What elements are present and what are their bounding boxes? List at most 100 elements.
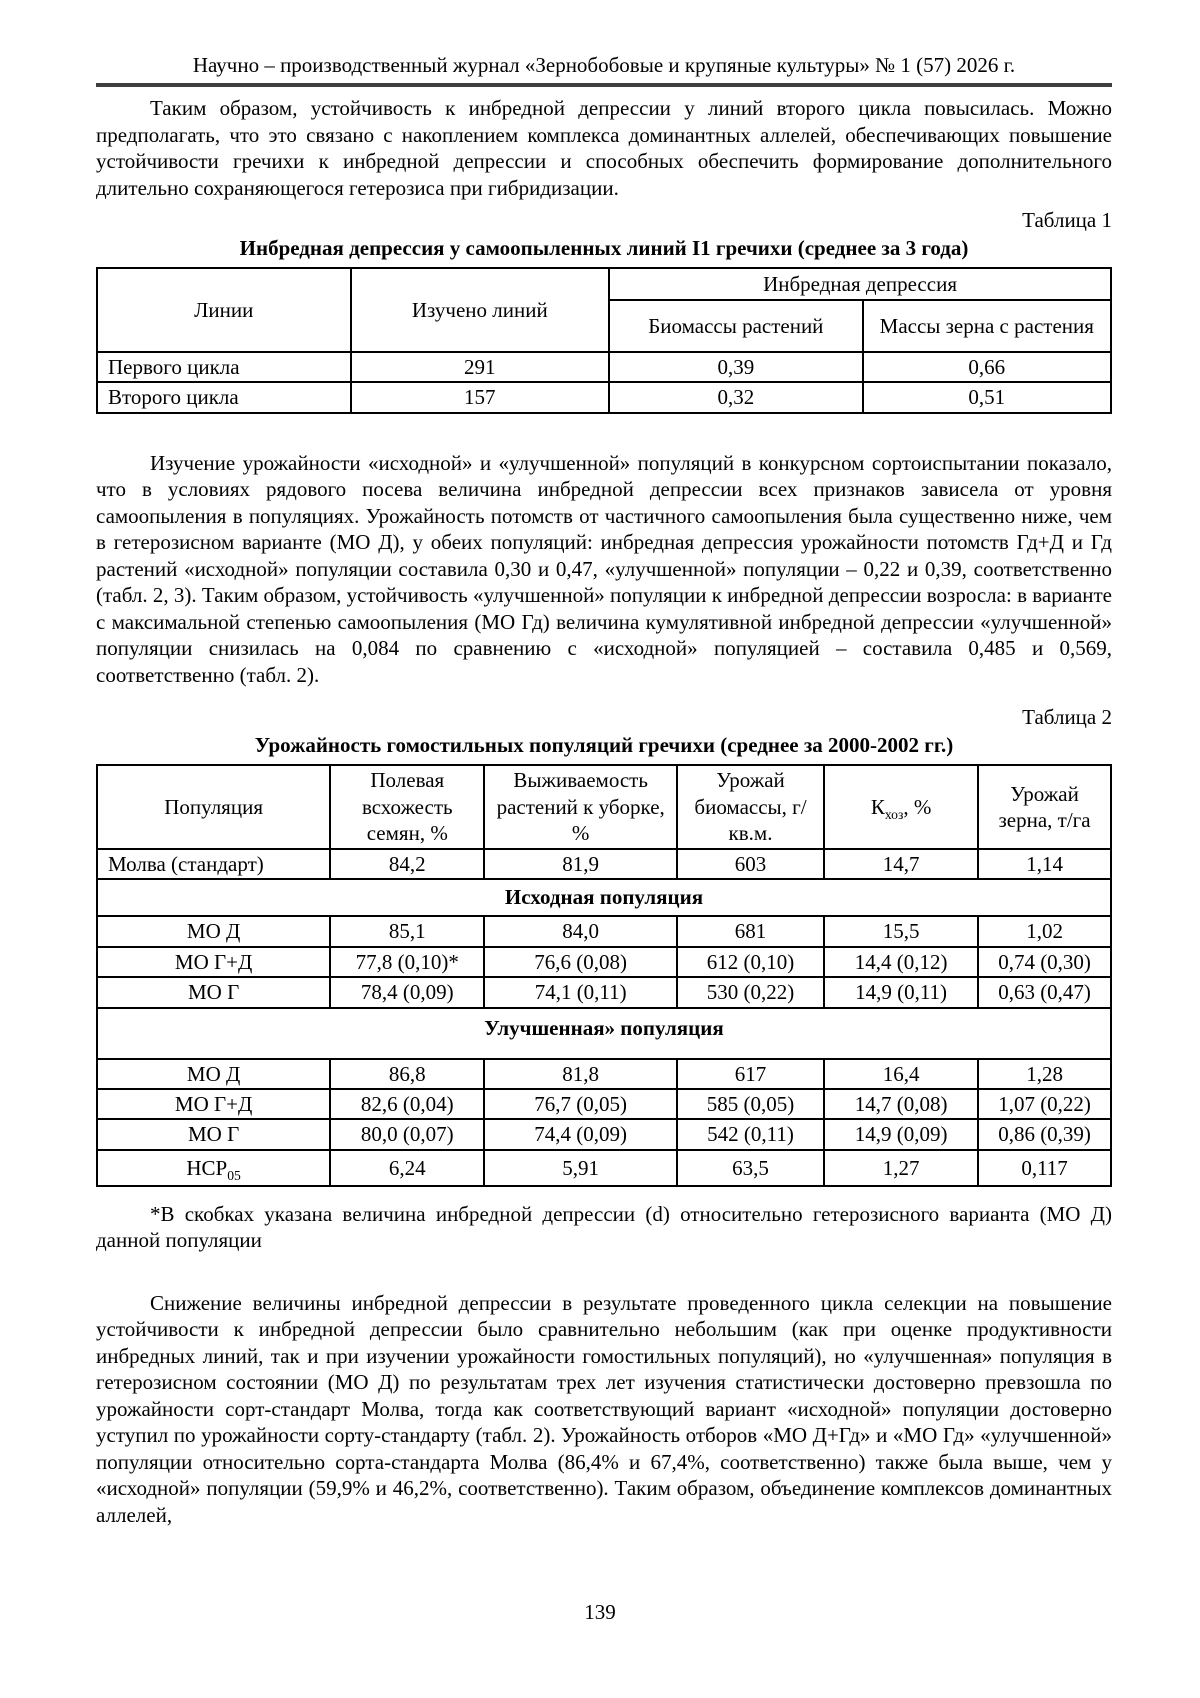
table2-cell-survival: 81,8 (483, 1057, 678, 1091)
table2-cell-population: МО Д (95, 915, 332, 948)
table1-label: Таблица 1 (1022, 208, 1112, 232)
table2-footnote: *В скобках указана величина инбредной де… (96, 1201, 1112, 1253)
table2-cell-biomass: 603 (675, 847, 826, 881)
table2-cell-lsd-label: НСР05 (95, 1148, 332, 1187)
table2-cell-khoz: 16,4 (823, 1057, 980, 1091)
table2-cell-khoz: 14,9 (0,11) (823, 976, 980, 1009)
table2-cell-lsd: 0,117 (977, 1148, 1112, 1187)
table1-header-biomass: Биомассы растений (608, 299, 864, 353)
table2-yield: Популяция Полевая всхожесть семян, % Выж… (95, 764, 1112, 1187)
table2-cell-survival: 84,0 (483, 915, 678, 948)
paragraph-3: Снижение величины инбредной депрессии в … (96, 1290, 1112, 1527)
journal-header-line: Научно – производственный журнал «Зерноб… (192, 53, 1016, 77)
table1-cell-studied: 291 (349, 350, 611, 384)
table2-cell-germination: 80,0 (0,07) (329, 1118, 486, 1151)
table2-cell-survival: 76,6 (0,08) (483, 945, 678, 979)
table2-cell-lsd: 1,27 (823, 1148, 980, 1187)
khoz-subscript: хоз (884, 807, 904, 823)
table2-header-row: Популяция Полевая всхожесть семян, % Выж… (95, 764, 1112, 850)
table1-title: Инбредная депрессия у самоопыленных лини… (239, 236, 969, 260)
table2-header-population: Популяция (95, 764, 332, 850)
table2-cell-population: МО Д (95, 1057, 332, 1091)
table2-row-mo-d-improved: МО Д 86,8 81,8 617 16,4 1,28 (95, 1057, 1112, 1091)
lsd-base: НСР (186, 1155, 228, 1180)
table1-cell-line-name: Второго цикла (96, 381, 352, 414)
khoz-base: К (870, 794, 885, 819)
table2-cell-germination: 77,8 (0,10)* (329, 945, 486, 979)
table2-section-initial: Исходная популяция (96, 878, 1112, 918)
table1-row-second-cycle: Второго цикла 157 0,32 0,51 (96, 381, 1113, 414)
table1-header-lines: Линии (96, 267, 352, 353)
table2-cell-grain: 0,86 (0,39) (977, 1118, 1112, 1151)
table2-cell-germination: 86,8 (329, 1057, 486, 1091)
paragraph-1: Таким образом, устойчивость к инбредной … (96, 96, 1112, 200)
table1-row-first-cycle: Первого цикла 291 0,39 0,66 (96, 350, 1113, 384)
table2-cell-survival: 76,7 (0,05) (483, 1088, 678, 1121)
table2-cell-population: МО Г+Д (95, 945, 332, 979)
table1-cell-biomass: 0,39 (608, 350, 864, 384)
table2-row-mo-gd: МО Г+Д 77,8 (0,10)* 76,6 (0,08) 612 (0,1… (95, 945, 1112, 979)
khoz-unit: , % (903, 794, 932, 819)
table2-cell-population: МО Г (95, 1118, 332, 1151)
table2-cell-khoz: 14,4 (0,12) (823, 945, 980, 979)
table2-cell-biomass: 542 (0,11) (675, 1118, 826, 1151)
table2-cell-population: МО Г+Д (95, 1088, 332, 1121)
table2-row-mo-d: МО Д 85,1 84,0 681 15,5 1,02 (95, 915, 1112, 948)
table2-cell-grain: 1,02 (977, 915, 1112, 948)
table2-section-improved: Улучшенная» популяция (96, 1006, 1112, 1060)
table2-row-mo-g: МО Г 78,4 (0,09) 74,1 (0,11) 530 (0,22) … (95, 976, 1112, 1009)
table2-cell-biomass: 585 (0,05) (675, 1088, 826, 1121)
table1-header-studied: Изучено линий (349, 267, 611, 353)
table2-cell-khoz: 14,9 (0,09) (823, 1118, 980, 1151)
table2-section-improved-title: Улучшенная» популяция (96, 1006, 1112, 1060)
table2-cell-lsd: 6,24 (329, 1148, 486, 1187)
table2-header-biomass-yield: Урожай биомассы, г/кв.м. (675, 764, 826, 850)
table2-cell-khoz: 14,7 (823, 847, 980, 881)
table2-cell-biomass: 681 (675, 915, 826, 948)
table2-cell-grain: 0,63 (0,47) (977, 976, 1112, 1009)
table2-section-initial-title: Исходная популяция (96, 878, 1112, 918)
table2-label: Таблица 2 (1022, 705, 1112, 730)
table2-header-grain-yield: Урожай зерна, т/га (977, 764, 1112, 850)
table1-header-grain-mass: Массы зерна с растения (861, 299, 1113, 353)
table2-cell-population: Молва (стандарт) (95, 847, 332, 881)
paragraph-2: Изучение урожайности «исходной» и «улучш… (96, 450, 1112, 687)
table2-cell-survival: 81,9 (483, 847, 678, 881)
table2-cell-germination: 84,2 (329, 847, 486, 881)
table1-inbred-depression: Линии Изучено линий Инбредная депрессия … (96, 267, 1113, 414)
table2-cell-khoz: 15,5 (823, 915, 980, 948)
header-rule (96, 83, 1112, 87)
table2-cell-biomass: 617 (675, 1057, 826, 1091)
table2-cell-lsd: 63,5 (675, 1148, 826, 1187)
lsd-subscript: 05 (227, 1167, 241, 1183)
table2-cell-grain: 1,14 (977, 847, 1112, 881)
table2-title: Урожайность гомостильных популяций гречи… (254, 733, 954, 758)
table2-cell-khoz: 14,7 (0,08) (823, 1088, 980, 1121)
table1-cell-line-name: Первого цикла (96, 350, 352, 384)
table2-cell-germination: 82,6 (0,04) (329, 1088, 486, 1121)
table2-cell-survival: 74,4 (0,09) (483, 1118, 678, 1151)
table2-row-standard: Молва (стандарт) 84,2 81,9 603 14,7 1,14 (95, 847, 1112, 881)
table1-cell-grain-mass: 0,66 (861, 350, 1113, 384)
table2-cell-lsd: 5,91 (483, 1148, 678, 1187)
table1-cell-studied: 157 (349, 381, 611, 414)
table2-cell-population: МО Г (95, 976, 332, 1009)
table2-cell-survival: 74,1 (0,11) (483, 976, 678, 1009)
table2-row-mo-gd-improved: МО Г+Д 82,6 (0,04) 76,7 (0,05) 585 (0,05… (95, 1088, 1112, 1121)
table2-row-lsd: НСР05 6,24 5,91 63,5 1,27 0,117 (95, 1148, 1112, 1187)
page-number: 139 (584, 1600, 616, 1624)
table2-cell-grain: 1,07 (0,22) (977, 1088, 1112, 1121)
table2-row-mo-g-improved: МО Г 80,0 (0,07) 74,4 (0,09) 542 (0,11) … (95, 1118, 1112, 1151)
table1-cell-biomass: 0,32 (608, 381, 864, 414)
table2-cell-biomass: 612 (0,10) (675, 945, 826, 979)
table1-header-group: Инбредная депрессия (608, 267, 1112, 301)
table2-cell-germination: 85,1 (329, 915, 486, 948)
table1-header-row-1: Линии Изучено линий Инбредная депрессия (96, 267, 1112, 353)
table2-cell-grain: 0,74 (0,30) (977, 945, 1112, 979)
table2-header-germination: Полевая всхожесть семян, % (329, 764, 486, 850)
table2-cell-germination: 78,4 (0,09) (329, 976, 486, 1009)
table1-header-row-2: Биомассы растений Массы зерна с растения (97, 299, 1113, 353)
table2-header-survival: Выживаемость растений к уборке, % (483, 764, 678, 850)
table2-cell-biomass: 530 (0,22) (675, 976, 826, 1009)
